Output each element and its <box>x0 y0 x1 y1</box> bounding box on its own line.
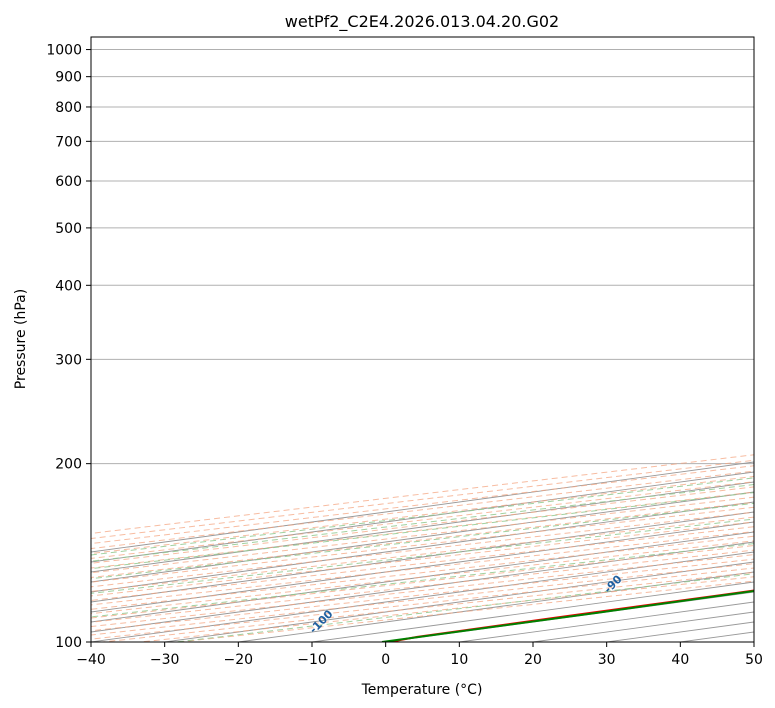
y-tick-label: 1000 <box>46 43 82 59</box>
isotherm-line <box>91 511 754 603</box>
x-tick-label: 20 <box>524 652 542 668</box>
y-tick-label: 400 <box>55 278 82 294</box>
y-tick-label: 300 <box>55 352 82 368</box>
isotherm-line <box>91 531 754 623</box>
x-tick-label: −10 <box>297 652 327 668</box>
y-tick-label: 600 <box>55 174 82 190</box>
y-tick-label: 500 <box>55 221 82 237</box>
x-tick-label: 30 <box>598 652 616 668</box>
isotherm-line <box>91 501 754 593</box>
x-tick-label: 10 <box>450 652 468 668</box>
y-axis-ticks: 100 200 300 400 500 600 700 800 900 1000 <box>46 43 91 651</box>
plot-area <box>91 37 754 642</box>
x-tick-label: 40 <box>671 652 689 668</box>
x-axis-ticks: −40 −30 −20 −10 0 10 20 30 40 50 <box>76 642 763 668</box>
y-tick-label: 800 <box>55 100 82 116</box>
y-tick-label: 100 <box>55 635 82 651</box>
x-tick-label: −40 <box>76 652 106 668</box>
x-tick-label: −20 <box>224 652 254 668</box>
y-tick-label: 900 <box>55 70 82 86</box>
x-tick-label: 0 <box>381 652 390 668</box>
x-axis-label: Temperature (°C) <box>361 682 483 698</box>
x-tick-label: 50 <box>745 652 763 668</box>
isotherm-line <box>91 491 754 583</box>
pressure-gridlines <box>91 49 754 642</box>
isotherm-line <box>91 471 754 563</box>
y-tick-label: 700 <box>55 134 82 150</box>
isotherms <box>91 461 754 642</box>
isotherm-line <box>91 461 754 553</box>
plot-frame <box>90 36 755 643</box>
isotherm-line <box>91 481 754 573</box>
isotherm-line <box>91 521 754 613</box>
y-tick-label: 200 <box>55 457 82 473</box>
x-tick-label: −30 <box>150 652 180 668</box>
chart-title: wetPf2_C2E4.2026.013.04.20.G02 <box>285 12 559 32</box>
y-axis-label: Pressure (hPa) <box>13 289 29 389</box>
